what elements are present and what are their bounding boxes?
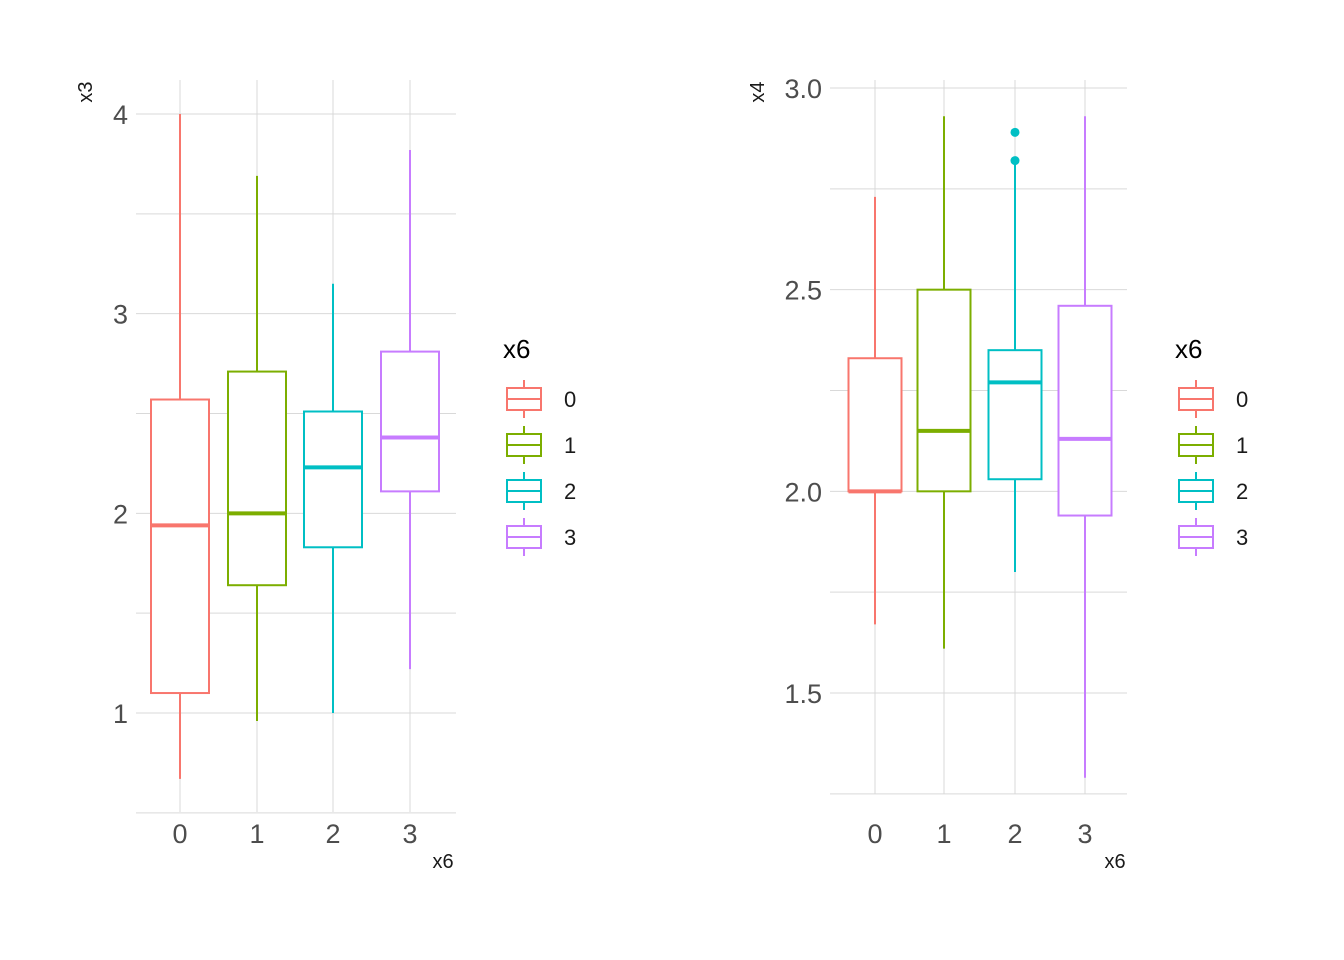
legend-key-1	[1178, 426, 1214, 464]
x-tick-label: 0	[172, 819, 187, 849]
x-tick-label: 2	[325, 819, 340, 849]
y-axis-title: x4	[747, 81, 769, 102]
x-tick-label: 3	[1077, 819, 1092, 849]
legend-title: x6	[503, 334, 530, 364]
legend-key-1	[506, 426, 542, 464]
box-0	[847, 357, 903, 493]
box-3	[380, 350, 440, 493]
legend-label: 2	[564, 479, 576, 504]
x-tick-label: 2	[1007, 819, 1022, 849]
legend-key-0	[1178, 380, 1214, 418]
legend-label: 3	[1236, 525, 1248, 550]
legend-key-2	[506, 472, 542, 510]
x-tick-label: 3	[402, 819, 417, 849]
y-tick-label: 2.0	[784, 477, 822, 507]
x-tick-label: 1	[249, 819, 264, 849]
box-0	[150, 398, 210, 695]
legend-label: 3	[564, 525, 576, 550]
legend-title: x6	[1175, 334, 1202, 364]
y-tick-label: 1.5	[784, 679, 822, 709]
legend: x6 0 1 2 3	[1175, 334, 1248, 556]
y-tick-label: 2.5	[784, 276, 822, 306]
plot-panel-2: 1.5 2.0 2.5 3.0 0 1 2 3 x4 x6 x6 0 1 2 3	[747, 74, 1248, 873]
legend-key-3	[1178, 518, 1214, 556]
y-tick-label: 3	[113, 300, 128, 330]
legend-label: 1	[1236, 433, 1248, 458]
legend: x6 0 1 2 3	[503, 334, 576, 556]
box-3	[1057, 304, 1113, 517]
legend-label: 2	[1236, 479, 1248, 504]
legend-key-0	[506, 380, 542, 418]
y-tick-label: 1	[113, 699, 128, 729]
x-tick-label: 1	[936, 819, 951, 849]
y-tick-label: 4	[113, 100, 128, 130]
x-axis-title: x6	[432, 851, 453, 873]
box-2	[987, 349, 1043, 481]
legend-key-2	[1178, 472, 1214, 510]
legend-label: 0	[1236, 387, 1248, 412]
plot-panel-1: 1 2 3 4 0 1 2 3 x3 x6 x6 0 1 2 3	[75, 80, 576, 873]
legend-key-3	[506, 518, 542, 556]
legend-label: 0	[564, 387, 576, 412]
y-tick-label: 3.0	[784, 74, 822, 104]
outlier-point	[1010, 127, 1020, 137]
box-2	[303, 410, 363, 549]
outlier-point	[1010, 156, 1020, 166]
legend-label: 1	[564, 433, 576, 458]
y-tick-label: 2	[113, 499, 128, 529]
box-1	[916, 288, 972, 493]
x-tick-label: 0	[867, 819, 882, 849]
y-axis-title: x3	[75, 81, 97, 102]
box-1	[227, 370, 287, 587]
x-axis-title: x6	[1104, 851, 1125, 873]
